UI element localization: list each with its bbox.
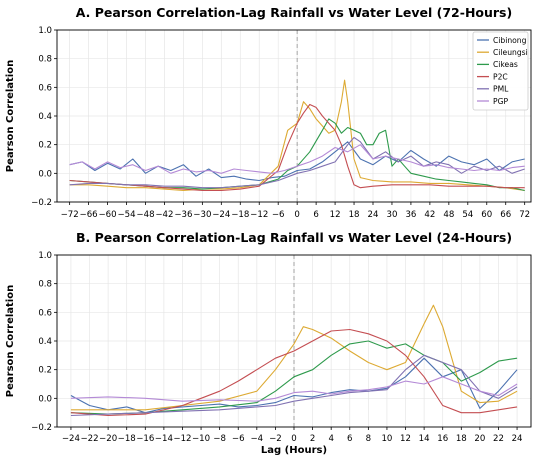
panel-a-y-tick-label: 0.6 [38,83,52,93]
panel-b-x-tick-label: −14 [155,434,173,444]
panel-a-series-pml [69,136,525,189]
panel-a-x-tick-label: 18 [349,210,360,220]
panel-b-x-tick-label: 2 [310,434,315,444]
panel-b-x-tick-label: −10 [192,434,210,444]
panel-b-x-tick-label: 10 [381,434,392,444]
panel-b-x-tick-label: −12 [173,434,191,444]
panel-a-x-tick-label: −66 [80,210,98,220]
panel-a-series-p2c [69,103,525,192]
panel-b-series-p2c [70,328,518,417]
panel-a-x-tick-label: −60 [98,210,116,220]
panel-b-x-tick-label: −20 [99,434,117,444]
panel-b-x-tick-label: 22 [493,434,504,444]
panel-a-x-tick-label: 54 [462,210,473,220]
panel-a-y-tick-label: 0.8 [38,55,52,65]
panel-b-x-tick-label: −18 [118,434,136,444]
panel-b-x-tick-label: −24 [62,434,80,444]
panel-a-y-axis-label: Pearson Correlation [5,60,16,172]
panel-b-y-tick-label: 1.0 [38,251,52,261]
panel-a-x-tick-label: −6 [272,210,285,220]
panel-b-x-tick-label: −6 [232,434,245,444]
panel-b-x-tick-label: −22 [80,434,98,444]
panel-b-y-tick-label: 0.0 [38,394,52,404]
panel-b-series-pml [70,354,518,417]
panel-b-y-tick-label: −0.2 [31,423,52,433]
panel-a-x-tick-label: 72 [519,210,530,220]
legend-label-p2c: P2C [493,72,508,81]
panel-b-x-tick-label: 14 [419,434,430,444]
panel-b-x-tick-label: 20 [474,434,485,444]
panel-b-x-axis-label: Lag (Hours) [261,445,327,456]
panel-b-y-tick-label: 0.6 [38,308,52,318]
panel-a-x-tick-label: 48 [443,210,454,220]
panel-a-x-tick-label: −30 [193,210,211,220]
panel-a-x-tick-label: −48 [136,210,154,220]
panel-a-x-tick-label: −72 [61,210,79,220]
legend-label-cibinong: Cibinong [493,36,527,45]
panel-a-y-tick-label: 0.4 [38,112,52,122]
panel-b-y-tick-label: 0.4 [38,337,52,347]
legend-label-cikeas: Cikeas [493,60,518,69]
panel-b-y-axis-label: Pearson Correlation [5,285,16,397]
panel-b-x-tick-label: 16 [437,434,448,444]
panel-a-series-cibinong [69,141,525,182]
panel-b-x-tick-label: 0 [291,434,296,444]
panel-b-x-tick-label: 12 [400,434,411,444]
legend-label-pgp: PGP [493,97,508,106]
legend-box [472,31,529,111]
panel-a-x-tick-label: 6 [313,210,318,220]
panel-a-title: A. Pearson Correlation-Lag Rainfall vs W… [76,5,512,20]
panel-b-x-tick-label: 18 [456,434,467,444]
panel-b-x-tick-label: 6 [347,434,352,444]
panel-a-series-pgp [69,144,525,174]
panel-a-x-tick-label: 0 [294,210,299,220]
panel-a-x-tick-label: −18 [231,210,249,220]
panel-a-x-tick-label: 12 [330,210,341,220]
panel-a-x-tick-label: −54 [117,210,135,220]
panel-b-x-tick-label: −8 [213,434,226,444]
panel-a-x-tick-label: −42 [155,210,173,220]
panel-b-series-pgp [70,376,518,402]
panel-a-x-tick-label: 36 [405,210,416,220]
panel-b-y-tick-label: 0.8 [38,280,52,290]
panel-b-x-tick-label: 24 [512,434,523,444]
panel-a-x-tick-label: −36 [174,210,192,220]
panel-b-x-tick-label: −2 [269,434,282,444]
panel-b-y-tick-label: 0.2 [38,366,52,376]
panel-a-y-tick-label: 0.2 [38,141,52,151]
legend-label-cileungsi: Cileungsi [493,48,528,57]
panel-b-x-tick-label: −4 [250,434,263,444]
panel-b-x-tick-label: −16 [136,434,154,444]
panel-a-series-cikeas [69,118,525,192]
panel-b-title: B. Pearson Correlation-Lag Rainfall vs W… [76,230,512,245]
panel-a-x-tick-label: 30 [386,210,397,220]
panel-a-x-tick-label: 66 [500,210,511,220]
panel-a-x-tick-label: 24 [368,210,379,220]
panel-a-series-cileungsi [69,79,525,192]
panel-a-x-tick-label: −24 [212,210,230,220]
panel-a-x-tick-label: −12 [250,210,268,220]
panel-b-x-tick-label: 4 [328,434,333,444]
legend-label-pml: PML [493,85,509,94]
panel-a-x-tick-label: 60 [481,210,492,220]
panel-a-x-tick-label: 42 [424,210,435,220]
panel-b-series-cileungsi [70,304,518,411]
panel-a-y-tick-label: 0.0 [38,169,52,179]
panel-b-x-tick-label: 8 [366,434,371,444]
panel-a-y-tick-label: −0.2 [31,198,52,208]
panel-b-series-cikeas [70,340,518,415]
panel-a-y-tick-label: 1.0 [38,26,52,36]
